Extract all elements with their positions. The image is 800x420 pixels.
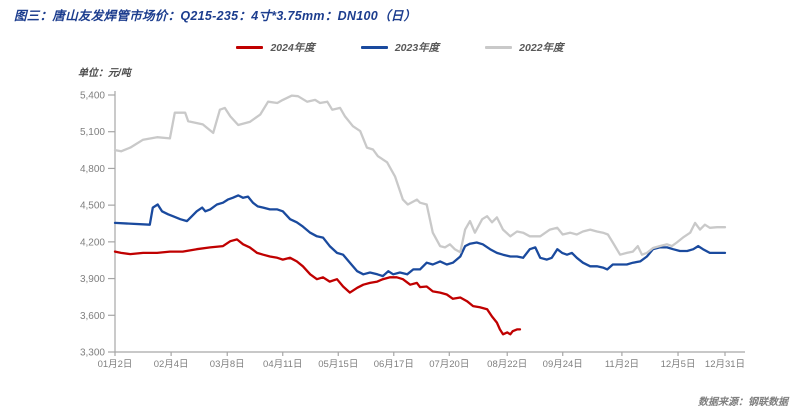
y-tick-label: 4,200: [80, 237, 105, 248]
legend-item-2022: 2022年度: [485, 40, 564, 55]
x-tick-label: 05月15日: [318, 359, 358, 370]
series-line-2022年度: [113, 94, 727, 256]
y-tick-label: 5,100: [80, 127, 105, 138]
y-tick-label: 4,800: [80, 164, 105, 175]
y-tick-label: 3,300: [80, 348, 105, 359]
x-tick-label: 03月8日: [210, 359, 245, 370]
legend-label-2024: 2024年度: [270, 42, 315, 54]
x-tick-label: 11月2日: [605, 359, 639, 370]
y-tick-label: 3,900: [80, 274, 105, 285]
x-tick-label: 06月17日: [374, 359, 414, 370]
y-tick-label: 3,600: [80, 311, 105, 322]
unit-label: 单位：元/吨: [78, 68, 131, 79]
legend-item-2024: 2024年度: [236, 40, 315, 55]
legend-label-2022: 2022年度: [519, 42, 564, 54]
x-tick-label: 02月4日: [154, 359, 189, 370]
x-tick-label: 12月31日: [705, 359, 745, 370]
legend-label-2023: 2023年度: [394, 42, 440, 54]
series-line-2024年度: [113, 238, 522, 336]
x-tick-label: 07月20日: [429, 359, 469, 370]
figure-title: 图三：唐山友发焊管市场价：Q215-235：4寸*3.75mm：DN100（日）: [14, 9, 417, 23]
x-tick-label: 04月11日: [263, 359, 302, 370]
legend-swatch-2023: [360, 45, 388, 50]
legend-item-2023: 2023年度: [360, 40, 440, 55]
series-line-2023年度: [113, 194, 727, 278]
x-tick-label: 12月5日: [661, 359, 696, 370]
legend-swatch-2022: [485, 45, 513, 50]
data-source: 数据来源：钢联数据: [698, 397, 788, 408]
x-tick-label: 09月24日: [543, 359, 583, 370]
y-tick-label: 4,500: [80, 201, 105, 212]
legend-swatch-2024: [236, 45, 264, 50]
x-tick-label: 08月22日: [487, 359, 527, 370]
x-tick-label: 01月2日: [98, 359, 133, 370]
chart-legend: 2024年度 2023年度 2022年度: [0, 40, 800, 55]
y-tick-label: 5,400: [80, 91, 105, 102]
